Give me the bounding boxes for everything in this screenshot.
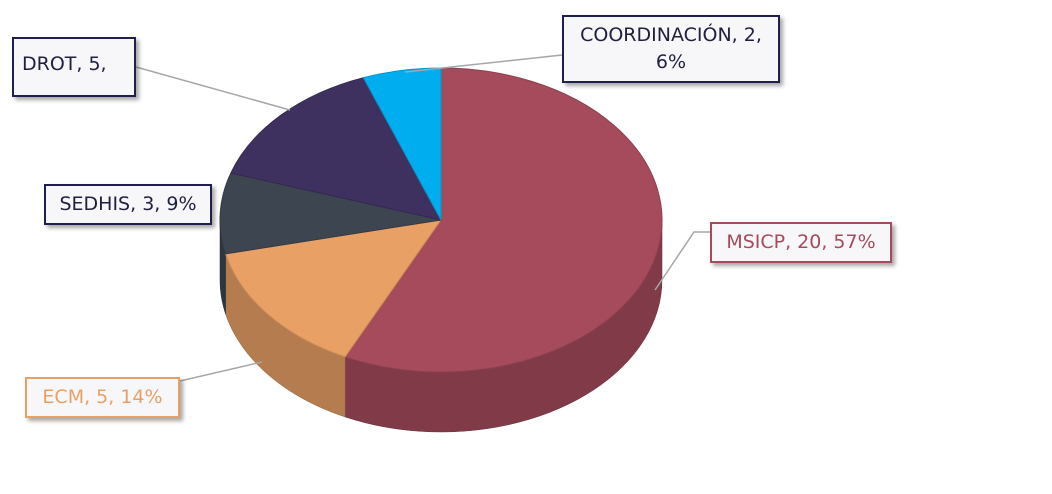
slice [224, 219, 443, 358]
slice [219, 172, 442, 255]
leader-line [135, 66, 291, 111]
slice [230, 77, 442, 221]
data-label: COORDINACIÓN, 2, 6% [562, 15, 780, 83]
leader-line [404, 54, 563, 73]
data-label: DROT, 5, [12, 37, 136, 97]
leader-line [179, 361, 263, 382]
leader-lines [135, 54, 710, 382]
data-label: MSICP, 20, 57% [710, 222, 892, 263]
leader-line [654, 231, 710, 291]
data-label: SEDHIS, 3, 9% [44, 184, 212, 225]
slice [344, 67, 663, 373]
data-label: ECM, 5, 14% [25, 377, 180, 418]
